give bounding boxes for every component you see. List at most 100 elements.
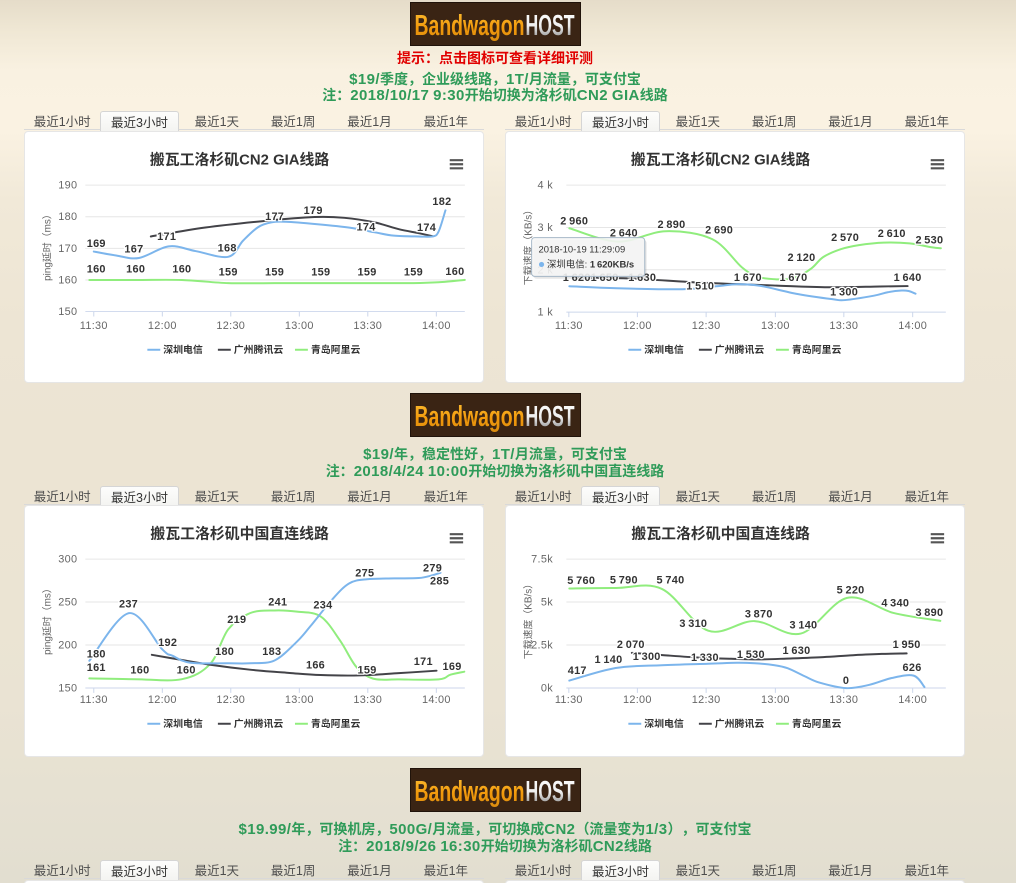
svg-text:5 220: 5 220 [837, 584, 865, 596]
svg-text:169: 169 [87, 237, 106, 249]
svg-text:5 760: 5 760 [567, 575, 595, 587]
svg-text:160: 160 [445, 266, 464, 278]
svg-text:626: 626 [903, 662, 922, 674]
svg-text:167: 167 [124, 243, 143, 255]
svg-text:2.5k: 2.5k [531, 639, 553, 651]
svg-text:5 740: 5 740 [657, 574, 685, 586]
svg-text:13:00: 13:00 [285, 694, 314, 706]
svg-text:搬瓦工洛杉矶中国直连线路: 搬瓦工洛杉矶中国直连线路 [631, 525, 810, 543]
svg-text:13:30: 13:30 [829, 694, 858, 706]
svg-text:1 670: 1 670 [780, 271, 808, 283]
svg-text:234: 234 [313, 600, 332, 612]
svg-text:12:30: 12:30 [216, 694, 245, 706]
svg-text:Bandwagon: Bandwagon [415, 401, 525, 433]
svg-text:12:00: 12:00 [623, 319, 652, 331]
svg-text:182: 182 [432, 195, 451, 207]
svg-text:168: 168 [218, 242, 237, 254]
svg-text:11:30: 11:30 [555, 694, 583, 706]
svg-text:2 070: 2 070 [617, 639, 645, 651]
svg-text:3 k: 3 k [538, 222, 554, 234]
svg-text:14:00: 14:00 [898, 694, 927, 706]
svg-text:0k: 0k [541, 682, 553, 694]
svg-text:160: 160 [58, 274, 77, 286]
svg-text:174: 174 [417, 222, 436, 234]
svg-text:2018-10-19 11:29:09: 2018-10-19 11:29:09 [539, 243, 626, 254]
svg-text:14:00: 14:00 [898, 319, 927, 331]
svg-text:170: 170 [58, 242, 77, 254]
svg-text:159: 159 [358, 665, 377, 677]
svg-text:12:30: 12:30 [692, 319, 721, 331]
svg-text:183: 183 [262, 646, 281, 658]
svg-text:13:00: 13:00 [285, 319, 314, 331]
svg-text:159: 159 [404, 266, 423, 278]
svg-text:1 510: 1 510 [686, 280, 714, 292]
svg-text:Bandwagon: Bandwagon [415, 10, 525, 42]
svg-text:2 890: 2 890 [658, 219, 686, 231]
svg-text:250: 250 [58, 597, 77, 609]
svg-text:241: 241 [268, 597, 287, 609]
svg-text:159: 159 [265, 266, 284, 278]
svg-text:搬瓦工洛杉矶CN2 GIA线路: 搬瓦工洛杉矶CN2 GIA线路 [631, 150, 810, 168]
svg-text:1 300: 1 300 [830, 286, 858, 298]
svg-text:搬瓦工洛杉矶中国直连线路: 搬瓦工洛杉矶中国直连线路 [150, 525, 329, 543]
svg-text:159: 159 [311, 266, 330, 278]
svg-text:161: 161 [87, 662, 106, 674]
svg-text:190: 190 [58, 179, 77, 191]
svg-text:2 690: 2 690 [705, 224, 733, 236]
svg-text:3 870: 3 870 [745, 609, 773, 621]
svg-text:13:30: 13:30 [829, 319, 858, 331]
svg-text:192: 192 [158, 637, 177, 649]
svg-text:12:30: 12:30 [692, 694, 721, 706]
svg-text:1 950: 1 950 [893, 639, 921, 651]
svg-text:1 630: 1 630 [783, 645, 811, 657]
svg-text:广州腾讯云: 广州腾讯云 [715, 717, 765, 730]
svg-text:2 960: 2 960 [560, 215, 588, 227]
svg-text:159: 159 [358, 266, 377, 278]
svg-text:12:00: 12:00 [623, 694, 652, 706]
svg-text:13:30: 13:30 [353, 319, 382, 331]
svg-text:177: 177 [265, 210, 284, 222]
svg-text:1 670: 1 670 [734, 271, 762, 283]
svg-text:深圳电信: 深圳电信 [163, 343, 203, 356]
svg-text:159: 159 [219, 266, 238, 278]
svg-text:1 k: 1 k [538, 306, 554, 318]
svg-text:279: 279 [423, 562, 442, 574]
svg-text:150: 150 [58, 306, 77, 318]
svg-text:180: 180 [58, 211, 77, 223]
svg-text:275: 275 [355, 568, 374, 580]
svg-text:180: 180 [215, 646, 234, 658]
svg-text:171: 171 [414, 656, 433, 668]
svg-text:3 310: 3 310 [679, 618, 707, 630]
svg-text:13:00: 13:00 [761, 319, 790, 331]
svg-text:1 140: 1 140 [595, 654, 623, 666]
svg-text:285: 285 [430, 575, 449, 587]
svg-text:5k: 5k [541, 597, 553, 609]
svg-text:7.5k: 7.5k [531, 554, 553, 566]
svg-text:3 140: 3 140 [789, 620, 817, 632]
svg-text:HOST: HOST [526, 10, 575, 42]
svg-text:搬瓦工洛杉矶CN2 GIA线路: 搬瓦工洛杉矶CN2 GIA线路 [150, 150, 329, 168]
svg-text:13:30: 13:30 [353, 694, 382, 706]
svg-text:1 640: 1 640 [894, 271, 922, 283]
svg-text:174: 174 [357, 221, 376, 233]
svg-text:深圳电信: 深圳电信 [644, 717, 684, 730]
svg-text:HOST: HOST [526, 776, 575, 808]
svg-text:14:00: 14:00 [422, 319, 451, 331]
svg-text:160: 160 [177, 664, 196, 676]
svg-text:Bandwagon: Bandwagon [415, 776, 525, 808]
svg-text:12:00: 12:00 [148, 319, 177, 331]
svg-text:ping延时（ms）: ping延时（ms） [42, 209, 54, 281]
svg-text:160: 160 [126, 263, 145, 275]
svg-text:166: 166 [306, 660, 325, 672]
svg-text:237: 237 [119, 599, 138, 611]
svg-text:2 570: 2 570 [831, 232, 859, 244]
svg-text:417: 417 [568, 665, 587, 677]
svg-text:5 790: 5 790 [610, 574, 638, 586]
svg-text:160: 160 [172, 263, 191, 275]
svg-text:150: 150 [58, 682, 77, 694]
svg-text:180: 180 [87, 648, 106, 660]
svg-text:160: 160 [87, 263, 106, 275]
svg-text:11:30: 11:30 [80, 694, 108, 706]
svg-text:4 340: 4 340 [881, 598, 909, 610]
svg-text:广州腾讯云: 广州腾讯云 [715, 343, 765, 356]
